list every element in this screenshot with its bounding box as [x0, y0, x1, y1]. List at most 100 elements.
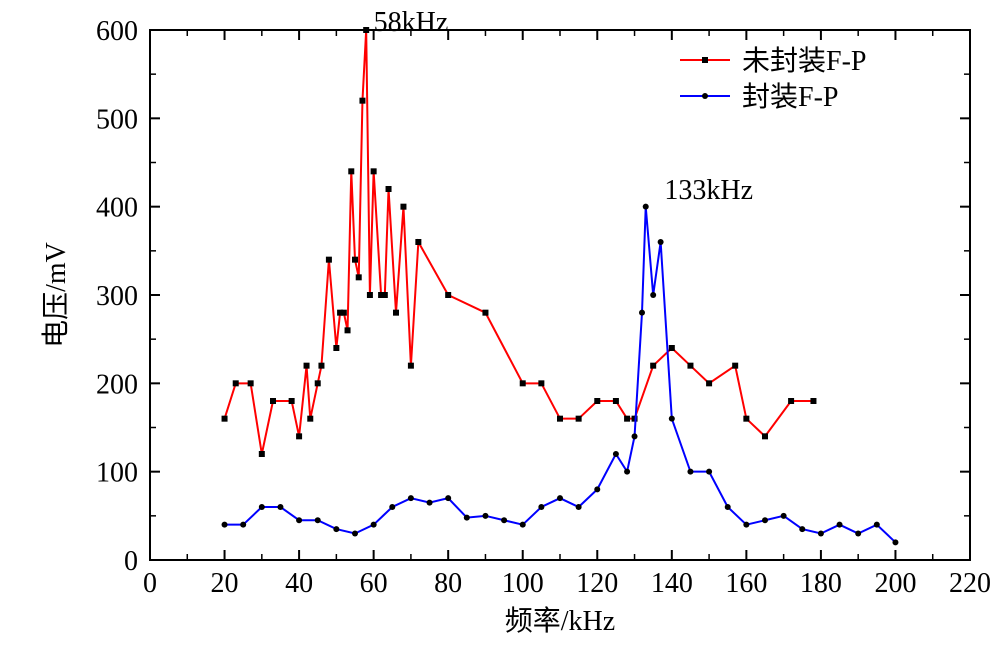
- series-marker: [874, 522, 880, 528]
- series-marker: [762, 517, 768, 523]
- x-tick-label: 140: [651, 568, 693, 599]
- x-tick-label: 80: [434, 568, 462, 599]
- series-marker: [427, 500, 433, 506]
- x-tick-label: 40: [285, 568, 313, 599]
- x-tick-label: 220: [949, 568, 991, 599]
- series-marker: [248, 380, 254, 386]
- series-marker: [732, 363, 738, 369]
- series-marker: [240, 522, 246, 528]
- series-marker: [557, 495, 563, 501]
- series-marker: [393, 310, 399, 316]
- series-marker: [818, 531, 824, 537]
- series-marker: [687, 469, 693, 475]
- series-marker: [613, 398, 619, 404]
- x-tick-label: 180: [800, 568, 842, 599]
- series-marker: [408, 363, 414, 369]
- series-marker: [296, 433, 302, 439]
- y-axis-label: 电压/mV: [40, 242, 72, 348]
- annotation-label: 58kHz: [374, 7, 449, 38]
- series-marker: [482, 310, 488, 316]
- x-tick-label: 0: [143, 568, 157, 599]
- series-marker: [445, 292, 451, 298]
- series-marker: [650, 363, 656, 369]
- series-marker: [613, 451, 619, 457]
- series-marker: [639, 310, 645, 316]
- series-marker: [781, 513, 787, 519]
- x-axis-label: 频率/kHz: [505, 605, 615, 637]
- series-marker: [482, 513, 488, 519]
- series-line: [225, 30, 814, 454]
- legend-label: 封装F-P: [742, 81, 838, 113]
- series-marker: [408, 495, 414, 501]
- series-marker: [222, 416, 228, 422]
- series-marker: [538, 380, 544, 386]
- legend-label: 未封装F-P: [742, 45, 866, 77]
- series-marker: [743, 522, 749, 528]
- plot-frame: [150, 30, 970, 560]
- series-marker: [624, 469, 630, 475]
- series-marker: [810, 398, 816, 404]
- series-marker: [799, 526, 805, 532]
- series-marker: [576, 504, 582, 510]
- series-marker: [259, 451, 265, 457]
- y-tick-label: 400: [96, 193, 138, 224]
- series-marker: [222, 522, 228, 528]
- series-marker: [669, 416, 675, 422]
- series-marker: [669, 345, 675, 351]
- y-tick-label: 600: [96, 16, 138, 47]
- series-marker: [307, 416, 313, 422]
- series-line: [225, 207, 896, 543]
- annotation-label: 133kHz: [664, 175, 753, 206]
- series-marker: [345, 327, 351, 333]
- series-marker: [352, 531, 358, 537]
- y-tick-label: 500: [96, 104, 138, 135]
- series-marker: [270, 398, 276, 404]
- series-marker: [706, 380, 712, 386]
- series-marker: [315, 517, 321, 523]
- series-marker: [624, 416, 630, 422]
- series-marker: [557, 416, 563, 422]
- series-marker: [389, 504, 395, 510]
- series-marker: [650, 292, 656, 298]
- y-tick-label: 200: [96, 369, 138, 400]
- series-marker: [687, 363, 693, 369]
- series-marker: [743, 416, 749, 422]
- series-marker: [326, 257, 332, 263]
- series-marker: [371, 168, 377, 174]
- series-marker: [363, 27, 369, 33]
- x-tick-label: 100: [502, 568, 544, 599]
- series-marker: [296, 517, 302, 523]
- series-marker: [333, 526, 339, 532]
- series-marker: [341, 310, 347, 316]
- series-marker: [632, 433, 638, 439]
- series-marker: [725, 504, 731, 510]
- y-tick-label: 100: [96, 458, 138, 489]
- series-marker: [658, 239, 664, 245]
- series-marker: [352, 257, 358, 263]
- x-tick-label: 160: [725, 568, 767, 599]
- series-marker: [359, 98, 365, 104]
- series-marker: [892, 539, 898, 545]
- series-marker: [576, 416, 582, 422]
- series-marker: [277, 504, 283, 510]
- series-marker: [520, 380, 526, 386]
- series-marker: [233, 380, 239, 386]
- series-marker: [762, 433, 768, 439]
- series-marker: [348, 168, 354, 174]
- series-marker: [371, 522, 377, 528]
- series-marker: [386, 186, 392, 192]
- x-tick-label: 200: [874, 568, 916, 599]
- x-tick-label: 20: [211, 568, 239, 599]
- series-marker: [837, 522, 843, 528]
- y-tick-label: 0: [124, 546, 138, 577]
- series-marker: [594, 486, 600, 492]
- series-marker: [520, 522, 526, 528]
- series-marker: [382, 292, 388, 298]
- series-marker: [538, 504, 544, 510]
- series-marker: [289, 398, 295, 404]
- series-marker: [318, 363, 324, 369]
- series-marker: [315, 380, 321, 386]
- series-marker: [400, 204, 406, 210]
- series-marker: [367, 292, 373, 298]
- series-marker: [333, 345, 339, 351]
